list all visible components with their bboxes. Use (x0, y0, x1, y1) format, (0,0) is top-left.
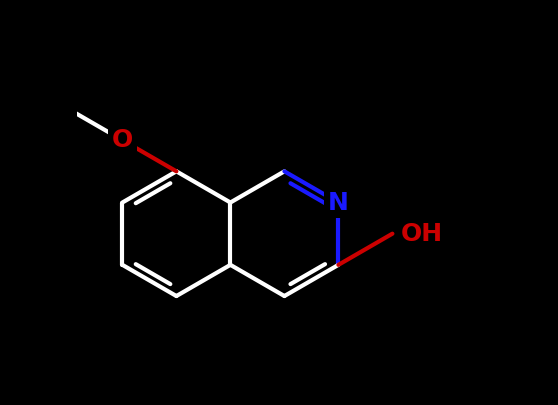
Text: N: N (328, 190, 349, 215)
Text: OH: OH (401, 222, 442, 246)
Text: O: O (112, 128, 133, 152)
